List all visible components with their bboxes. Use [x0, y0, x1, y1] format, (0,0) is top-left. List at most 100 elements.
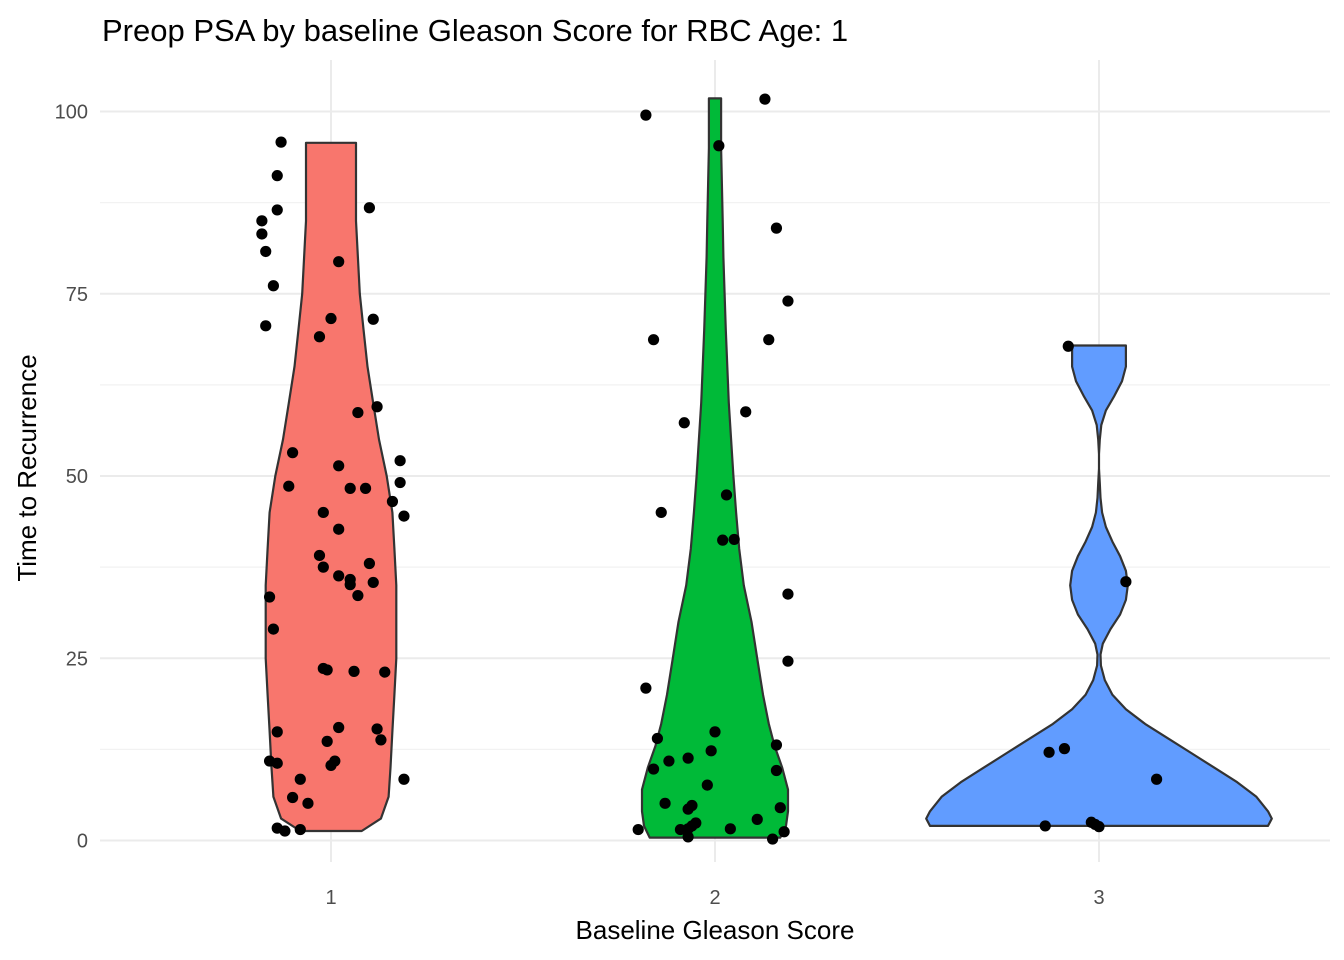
data-point: [709, 726, 721, 738]
data-point: [778, 826, 790, 838]
y-tick-label: 75: [66, 284, 88, 306]
x-tick-label: 1: [325, 887, 336, 909]
data-point: [770, 222, 783, 234]
y-tick-label: 100: [55, 102, 88, 124]
data-point: [640, 682, 652, 694]
data-point: [333, 721, 345, 734]
point-layer: [256, 93, 1163, 845]
data-point: [386, 495, 399, 508]
data-point: [1093, 821, 1105, 833]
data-point: [682, 831, 694, 843]
data-point: [313, 549, 326, 562]
data-point: [728, 533, 740, 546]
data-point: [674, 823, 687, 836]
data-point: [647, 334, 660, 346]
data-point: [375, 734, 387, 746]
data-point: [367, 576, 379, 589]
data-point: [759, 93, 771, 105]
data-point: [782, 588, 794, 600]
data-point: [287, 447, 299, 459]
data-point: [774, 802, 786, 814]
data-point: [659, 797, 671, 809]
data-point: [398, 510, 410, 522]
data-point: [770, 739, 783, 751]
data-point: [283, 480, 295, 492]
data-point: [294, 823, 306, 836]
data-point: [713, 140, 725, 152]
data-point: [682, 752, 694, 764]
data-point: [1039, 820, 1051, 832]
data-point: [302, 797, 314, 809]
chart-title: Preop PSA by baseline Gleason Score for …: [102, 13, 848, 48]
data-point: [363, 557, 375, 570]
violin-3: [925, 344, 1273, 827]
data-point: [398, 773, 410, 785]
data-point: [647, 763, 660, 775]
data-point: [348, 665, 360, 677]
data-point: [317, 561, 329, 573]
data-point: [724, 823, 736, 835]
data-point: [705, 745, 717, 757]
x-tick-label: 2: [709, 887, 720, 909]
data-point: [379, 666, 391, 678]
y-tick-label: 0: [77, 831, 88, 853]
data-point: [287, 791, 299, 804]
data-point: [271, 757, 283, 769]
x-tick-label: 3: [1093, 887, 1104, 909]
data-point: [663, 755, 675, 767]
data-point: [321, 664, 333, 676]
data-point: [271, 170, 283, 182]
data-point: [767, 833, 779, 845]
data-point: [333, 523, 345, 535]
data-point: [317, 506, 329, 519]
data-point: [720, 489, 733, 501]
data-point: [640, 109, 652, 121]
data-point: [275, 136, 287, 148]
data-point: [352, 589, 364, 602]
y-tick-label: 50: [66, 466, 88, 488]
data-point: [782, 655, 794, 667]
data-point: [717, 534, 729, 546]
violin-layer: [264, 97, 1273, 839]
data-point: [651, 732, 664, 745]
data-point: [1062, 340, 1074, 352]
data-point: [686, 820, 698, 832]
data-point: [363, 202, 375, 214]
data-point: [321, 735, 333, 747]
data-point: [352, 406, 364, 419]
data-point: [1043, 746, 1055, 758]
violin-1: [264, 141, 398, 833]
data-point: [344, 579, 356, 591]
data-point: [271, 204, 283, 216]
data-point: [333, 460, 345, 472]
data-point: [333, 256, 345, 268]
data-point: [263, 591, 276, 603]
data-point: [260, 245, 272, 258]
data-point: [740, 406, 752, 418]
data-point: [371, 723, 383, 735]
data-point: [294, 773, 306, 785]
data-point: [267, 280, 279, 292]
data-point: [371, 401, 383, 413]
data-point: [271, 726, 283, 738]
data-point: [394, 476, 406, 489]
data-point: [359, 482, 372, 494]
data-point: [655, 506, 667, 519]
data-point: [325, 312, 337, 325]
data-point: [1058, 743, 1071, 755]
data-point: [329, 755, 341, 767]
data-point: [632, 823, 644, 836]
x-axis-ticks: 1 2 3: [325, 887, 1104, 909]
data-point: [256, 215, 268, 227]
data-point: [367, 313, 379, 325]
data-point: [279, 825, 291, 837]
data-point: [701, 779, 713, 791]
data-point: [686, 799, 698, 812]
data-point: [678, 417, 690, 429]
data-point: [1151, 773, 1163, 785]
data-point: [782, 295, 794, 307]
data-point: [333, 570, 345, 582]
data-point: [394, 455, 406, 467]
data-point: [267, 623, 279, 635]
